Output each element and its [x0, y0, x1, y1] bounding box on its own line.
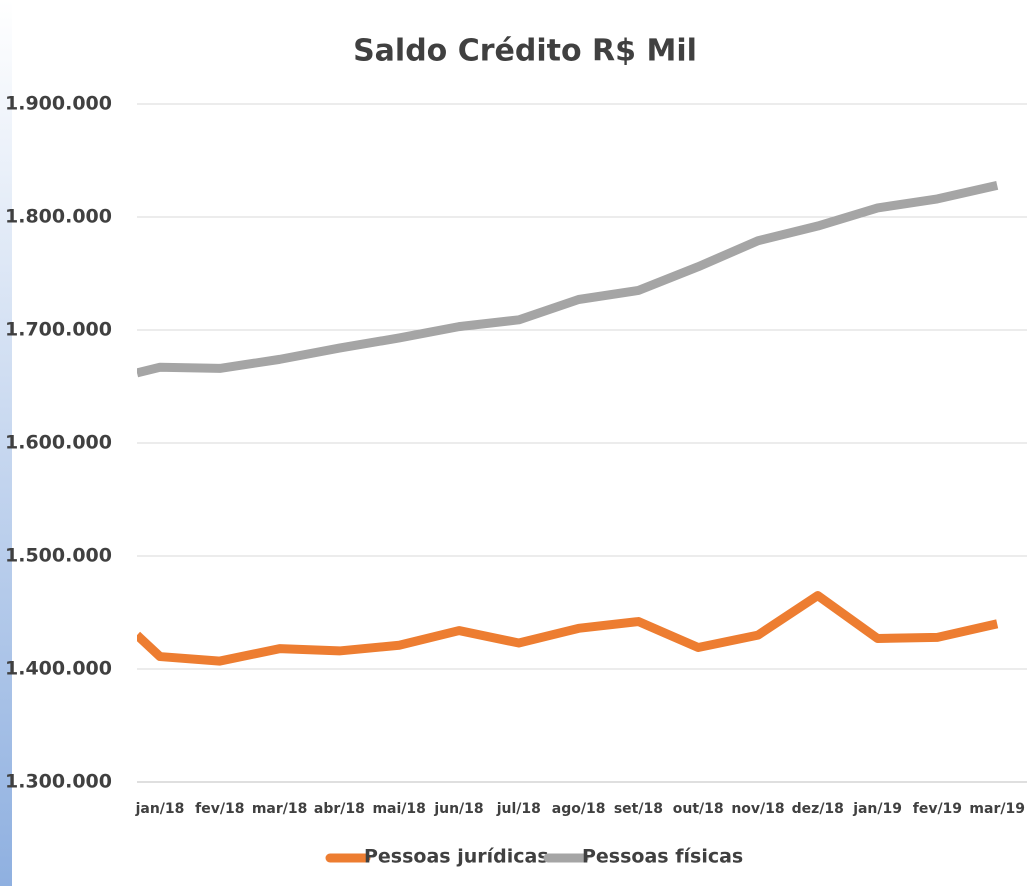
x-tick-label: fev/18: [195, 801, 244, 817]
x-tick-label: set/18: [614, 801, 663, 817]
y-tick-label: 1.500.000: [5, 545, 112, 567]
x-tick-label: mai/18: [372, 801, 425, 817]
y-tick-label: 1.300.000: [5, 771, 112, 793]
x-tick-label: jan/18: [135, 801, 185, 817]
y-tick-label: 1.400.000: [5, 658, 112, 680]
x-tick-label: jun/18: [433, 801, 483, 817]
y-tick-label: 1.800.000: [5, 206, 112, 228]
x-tick-label: jan/19: [852, 801, 902, 817]
x-tick-label: out/18: [673, 801, 724, 817]
x-tick-label: mar/19: [969, 801, 1025, 817]
x-tick-label: mar/18: [252, 801, 308, 817]
x-tick-label: fev/19: [913, 801, 962, 817]
x-tick-label: dez/18: [792, 801, 844, 817]
chart-title: Saldo Crédito R$ Mil: [353, 34, 697, 69]
legend-label: Pessoas físicas: [582, 846, 743, 868]
y-tick-label: 1.900.000: [5, 93, 112, 115]
y-tick-label: 1.700.000: [5, 319, 112, 341]
x-tick-label: ago/18: [552, 801, 606, 817]
x-tick-label: jul/18: [496, 801, 541, 817]
legend-label: Pessoas jurídicas: [364, 846, 549, 868]
x-tick-label: abr/18: [314, 801, 365, 817]
side-strip: [0, 0, 12, 886]
series-line: [137, 591, 999, 666]
y-tick-label: 1.600.000: [5, 432, 112, 454]
series-line: [137, 180, 999, 378]
x-tick-label: nov/18: [731, 801, 784, 817]
